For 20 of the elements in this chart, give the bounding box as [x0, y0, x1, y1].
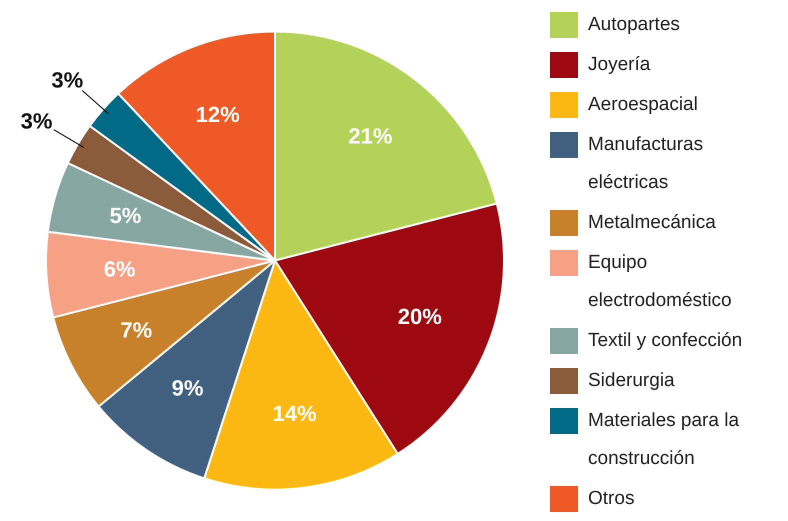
legend-label: Autopartes — [588, 13, 681, 37]
data-label: 14% — [272, 401, 317, 426]
legend-label: Materiales para la construcción — [588, 409, 740, 471]
legend-label: Siderurgia — [588, 369, 676, 393]
legend-label: Manufacturas eléctricas — [588, 133, 704, 195]
data-label: 3% — [20, 108, 52, 134]
legend-label: Metalmecánica — [588, 211, 717, 235]
data-label: 12% — [196, 102, 240, 127]
legend-label: Otros — [588, 487, 636, 511]
data-label: 9% — [172, 375, 204, 400]
legend-label: Joyería — [588, 53, 652, 77]
legend-label: Equipo electrodoméstico — [588, 251, 733, 313]
data-label: 5% — [110, 203, 142, 228]
data-label: 7% — [120, 317, 152, 342]
data-label: 6% — [104, 256, 136, 282]
legend-label: Aeroespacial — [588, 93, 699, 117]
data-label: 21% — [348, 124, 392, 149]
data-label: 3% — [51, 67, 84, 92]
data-label: 20% — [398, 304, 442, 329]
legend-label: Textil y confección — [588, 329, 744, 353]
